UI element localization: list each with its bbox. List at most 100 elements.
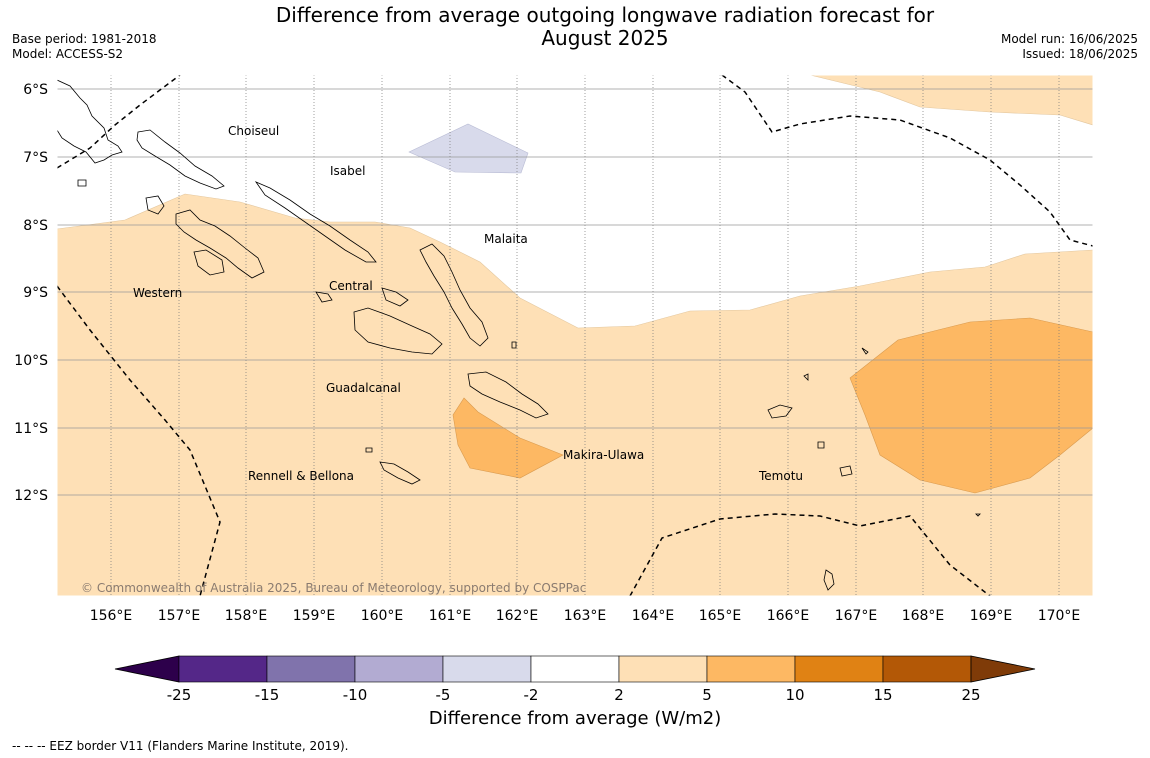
- colorbar-tick-label: -5: [436, 686, 451, 704]
- lon-tick-label: 161°E: [429, 608, 472, 624]
- ulawa-coast: [511, 341, 517, 349]
- title-line-2: August 2025: [541, 26, 669, 50]
- lon-tick-label: 164°E: [632, 608, 675, 624]
- lat-tick-label: 11°S: [14, 421, 48, 437]
- region-label-choiseul: Choiseul: [228, 124, 279, 138]
- region-label-temotu: Temotu: [758, 469, 803, 483]
- copyright-text: © Commonwealth of Australia 2025, Bureau…: [81, 581, 586, 595]
- eez-border-southeast: [629, 513, 991, 596]
- makira-coast: [467, 371, 549, 419]
- colorbar-bin: [354, 655, 444, 683]
- base-period: Base period: 1981-2018: [12, 32, 157, 46]
- vella-lavella-coast: [145, 195, 165, 215]
- eez-footnote: -- -- -- EEZ border V11 (Flanders Marine…: [12, 739, 349, 753]
- lat-tick-label: 9°S: [23, 285, 48, 301]
- region-label-guadalcanal: Guadalcanal: [326, 381, 401, 395]
- lon-tick-label: 167°E: [835, 608, 878, 624]
- malaita-coast: [419, 243, 489, 347]
- new-georgia-coast: [175, 209, 265, 279]
- colorbar-tick-label: 5: [702, 686, 712, 704]
- anomaly-orange-east: [849, 317, 1093, 494]
- lon-tick-label: 162°E: [496, 608, 539, 624]
- colorbar-bin: [266, 655, 356, 683]
- latitude-gridlines: [57, 88, 1093, 496]
- rennell-coast: [379, 461, 421, 485]
- lon-tick-label: 163°E: [564, 608, 607, 624]
- colorbar: -25 -15 -10 -5 -2 2 5 10 15 25: [114, 655, 1036, 704]
- map-title: Difference from average outgoing longwav…: [200, 4, 1010, 50]
- colorbar-bin: [618, 655, 708, 683]
- lon-tick-label: 160°E: [361, 608, 404, 624]
- region-labels: Choiseul Isabel Malaita Western Central …: [133, 124, 803, 483]
- colorbar-tick-label: -2: [524, 686, 539, 704]
- coastlines: [57, 79, 981, 591]
- duff-islands-coast: [803, 373, 809, 381]
- lon-tick-label: 165°E: [699, 608, 742, 624]
- region-label-central: Central: [329, 279, 373, 293]
- eez-border-northwest: [57, 75, 181, 169]
- model-run: Model run: 16/06/2025: [1000, 32, 1138, 46]
- region-label-rennell-bellona: Rennell & Bellona: [248, 469, 354, 483]
- colorbar-tick-label: 10: [785, 686, 804, 704]
- anuta-coast: [975, 513, 981, 517]
- anomaly-orange-west: [452, 397, 564, 479]
- lon-tick-label: 170°E: [1038, 608, 1081, 624]
- vanikoro-coast: [817, 441, 825, 449]
- colorbar-tick-label: -10: [343, 686, 368, 704]
- bellona-coast: [365, 447, 373, 453]
- lat-tick-label: 10°S: [14, 353, 48, 369]
- colorbar-bin: [442, 655, 532, 683]
- anomaly-light-orange-top: [809, 75, 1093, 126]
- latitude-tick-labels: 6°S 7°S 8°S 9°S 10°S 11°S 12°S: [14, 82, 48, 504]
- colorbar-tick-label: 2: [614, 686, 624, 704]
- shortland-coast: [77, 179, 87, 187]
- rendova-coast: [193, 249, 225, 276]
- lon-tick-label: 169°E: [970, 608, 1013, 624]
- lat-tick-label: 7°S: [23, 150, 48, 166]
- issued-date: Issued: 18/06/2025: [1022, 47, 1138, 61]
- colorbar-bin: [794, 655, 884, 683]
- utupua-coast: [839, 465, 853, 477]
- eez-border-southwest: [57, 285, 221, 596]
- lon-tick-label: 158°E: [225, 608, 268, 624]
- eez-border-northeast: [721, 75, 1093, 247]
- russell-islands-coast: [315, 291, 333, 303]
- lon-tick-label: 157°E: [158, 608, 201, 624]
- model-name: Model: ACCESS-S2: [12, 47, 124, 61]
- colorbar-bin: [882, 655, 972, 683]
- colorbar-tick-label: -15: [255, 686, 280, 704]
- colorbar-over-extension: [970, 655, 1036, 683]
- meta-left: Base period: 1981-2018 Model: ACCESS-S2: [12, 32, 157, 62]
- lon-tick-label: 156°E: [90, 608, 133, 624]
- colorbar-label: Difference from average (W/m2): [428, 708, 722, 729]
- anomaly-lilac: [408, 123, 529, 174]
- colorbar-under-extension: [114, 655, 180, 683]
- florida-islands-coast: [381, 287, 409, 307]
- lon-tick-label: 166°E: [767, 608, 810, 624]
- anomaly-light-orange: [57, 193, 1093, 596]
- longitude-tick-labels: 156°E 157°E 158°E 159°E 160°E 161°E 162°…: [90, 608, 1081, 624]
- colorbar-bin: [178, 655, 268, 683]
- santa-cruz-coast: [767, 404, 793, 419]
- region-label-western: Western: [133, 286, 182, 300]
- lon-tick-label: 159°E: [293, 608, 336, 624]
- colorbar-tick-labels: -25 -15 -10 -5 -2 2 5 10 15 25: [167, 686, 981, 704]
- choiseul-coast: [136, 129, 225, 190]
- guadalcanal-coast: [353, 307, 443, 355]
- map-frame: [56, 74, 1094, 597]
- colorbar-tick-label: 15: [873, 686, 892, 704]
- title-line-1: Difference from average outgoing longwav…: [275, 3, 935, 27]
- bougainville-coast: [57, 79, 123, 164]
- reef-islands-coast: [861, 347, 869, 355]
- lat-tick-label: 6°S: [23, 82, 48, 98]
- region-label-isabel: Isabel: [330, 164, 365, 178]
- colorbar-bin: [706, 655, 796, 683]
- region-label-makira-ulawa: Makira-Ulawa: [563, 448, 644, 462]
- lon-tick-label: 168°E: [902, 608, 945, 624]
- colorbar-bins: [178, 655, 972, 683]
- meta-right: Model run: 16/06/2025 Issued: 18/06/2025: [1001, 32, 1138, 62]
- lat-tick-label: 12°S: [14, 488, 48, 504]
- colorbar-tick-label: 25: [961, 686, 980, 704]
- eez-borders: [57, 75, 1093, 596]
